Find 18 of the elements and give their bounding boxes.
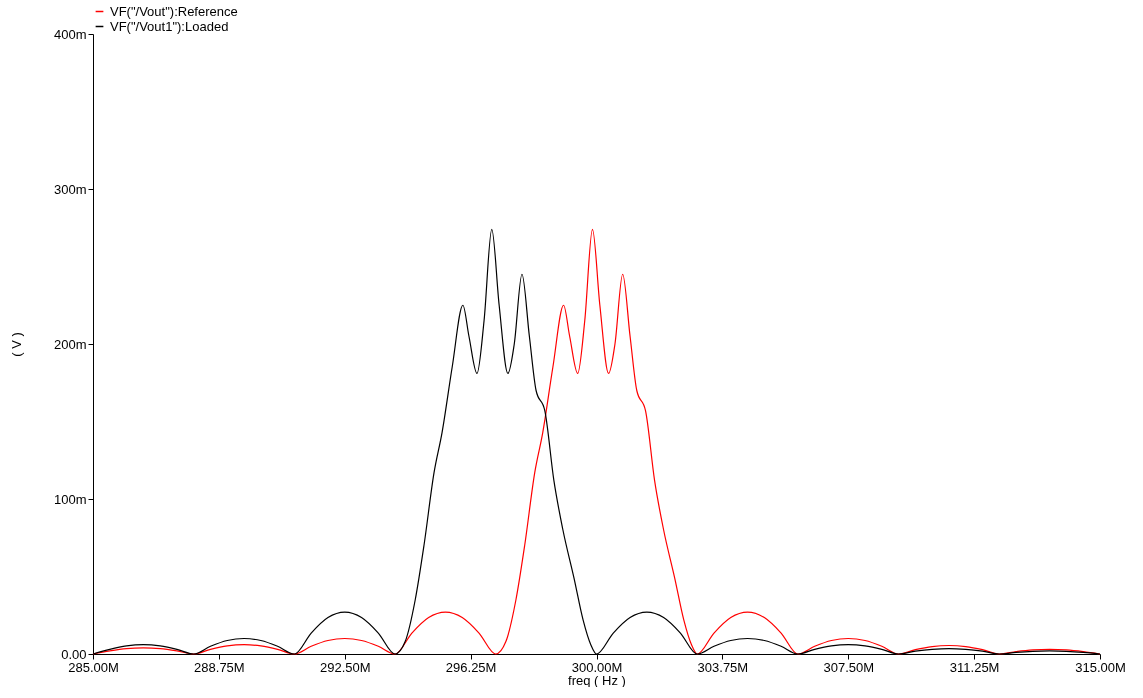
y-tick-label: 0.00 xyxy=(61,646,87,662)
y-axis-title: ( V ) xyxy=(8,332,24,357)
x-axis-title: freq ( Hz ) xyxy=(568,672,626,688)
x-tick-label: 303.75M xyxy=(697,659,749,675)
y-tick-label: 100m xyxy=(53,491,87,507)
legend-label: VF("/Vout1"):Loaded xyxy=(110,18,229,34)
legend-label: VF("/Vout"):Reference xyxy=(110,3,238,19)
x-tick-label: 296.25M xyxy=(445,659,497,675)
x-tick-label: 311.25M xyxy=(949,659,1000,675)
y-tick-label: 400m xyxy=(53,26,87,42)
y-tick-label: 300m xyxy=(53,181,87,197)
x-tick-label: 288.75M xyxy=(194,659,245,675)
x-tick-label: 307.50M xyxy=(823,659,875,675)
x-tick-label: 285.00M xyxy=(68,659,119,675)
x-tick-label: 300.00M xyxy=(571,659,623,675)
y-tick-label: 200m xyxy=(53,336,87,352)
x-tick-label: 315.00M xyxy=(1075,659,1126,675)
x-tick-label: 292.50M xyxy=(319,659,371,675)
